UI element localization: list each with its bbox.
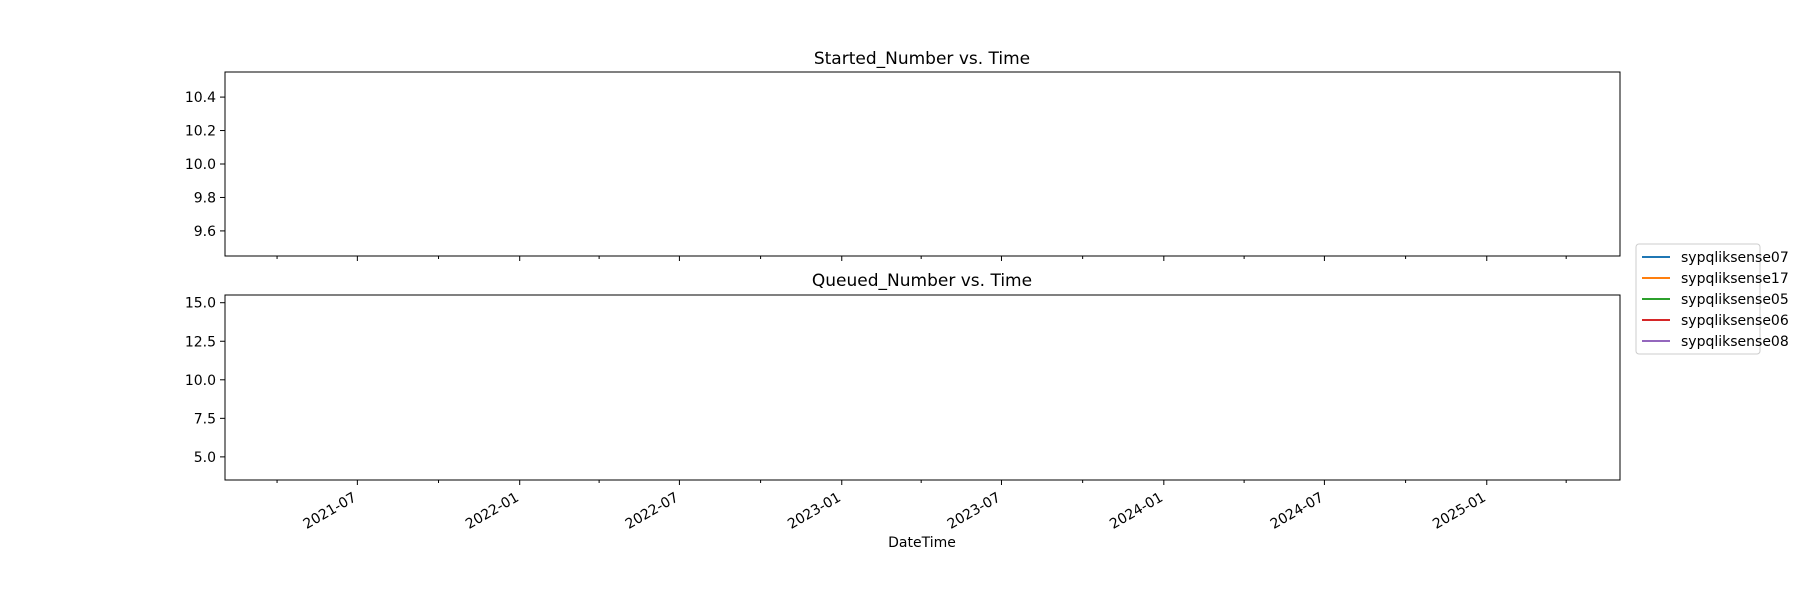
queued-chart-title: Queued_Number vs. Time — [812, 271, 1032, 291]
y-tick-label: 12.5 — [185, 334, 216, 350]
queued-plot-area — [224, 294, 1621, 481]
x-axis-label: DateTime — [888, 535, 956, 551]
queued-x-axis: 2021-07 2022-01 2022-07 2023-01 2023-07 2024-… — [276, 480, 1567, 533]
y-tick-label: 10.0 — [185, 157, 216, 173]
y-tick-label: 9.8 — [194, 190, 216, 206]
panel-queued: Queued_Number vs. Time 5.0 7.5 10.0 12.5 15.… — [185, 271, 1621, 551]
y-tick-label: 5.0 — [194, 450, 216, 466]
y-tick-label: 10.2 — [185, 124, 216, 140]
x-tick-label: 2023-07 — [945, 490, 1004, 533]
started-x-axis — [276, 256, 1567, 261]
started-chart-title: Started_Number vs. Time — [814, 49, 1030, 69]
legend-label: sypqliksense08 — [1681, 334, 1789, 350]
y-tick-label: 15.0 — [185, 296, 216, 312]
x-tick-label: 2021-07 — [301, 490, 360, 533]
y-tick-label: 10.4 — [185, 90, 216, 106]
started-y-axis: 9.6 9.8 10.0 10.2 10.4 — [185, 90, 225, 240]
x-tick-label: 2025-01 — [1430, 490, 1489, 533]
started-plot-area — [224, 71, 1621, 257]
legend-label: sypqliksense07 — [1681, 250, 1789, 266]
panel-started: Started_Number vs. Time 9.6 9.8 10.0 10.2 10… — [185, 49, 1621, 261]
queued-y-axis: 5.0 7.5 10.0 12.5 15.0 — [185, 296, 225, 466]
legend-label: sypqliksense17 — [1681, 271, 1789, 287]
x-tick-label: 2024-01 — [1107, 490, 1166, 533]
legend: sypqliksense07 sypqliksense17 sypqliksense… — [1635, 243, 1789, 355]
x-tick-label: 2023-01 — [785, 490, 844, 533]
legend-frame — [1635, 243, 1761, 355]
y-tick-label: 10.0 — [185, 373, 216, 389]
legend-label: sypqliksense05 — [1681, 292, 1789, 308]
x-tick-label: 2022-07 — [623, 490, 682, 533]
x-tick-label: 2024-07 — [1268, 490, 1327, 533]
legend-label: sypqliksense06 — [1681, 313, 1789, 329]
x-tick-label: 2022-01 — [463, 490, 522, 533]
y-tick-label: 9.6 — [194, 224, 216, 240]
y-tick-label: 7.5 — [194, 411, 216, 427]
